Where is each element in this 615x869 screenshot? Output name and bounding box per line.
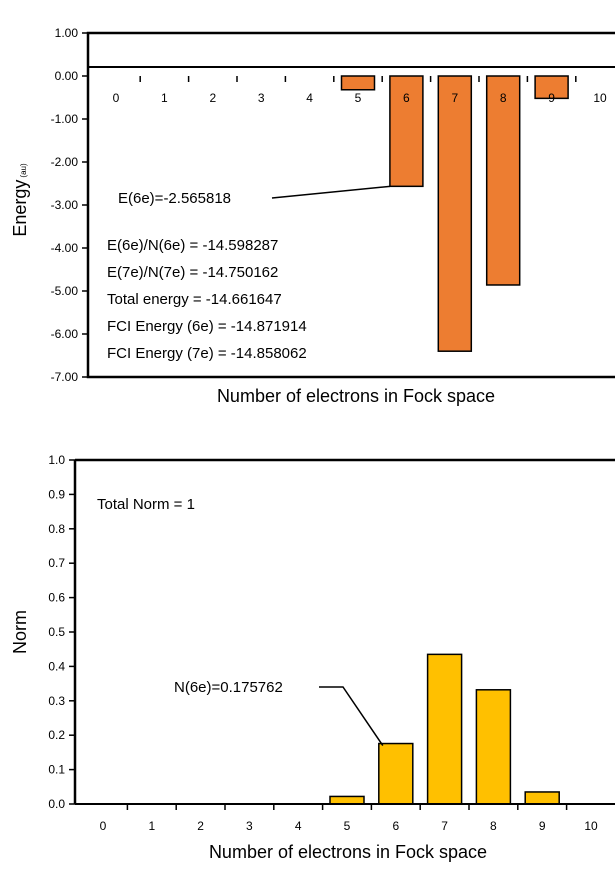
energy-annotation-2: E(7e)/N(7e) = -14.750162 [107,264,278,281]
y-tick-label: 1.00 [55,26,79,40]
energy-y-axis-unit: (au) [19,163,28,178]
energy-y-axis-label: Energy (au) [10,163,30,237]
bar-6 [389,75,424,188]
energy-annotation-5: FCI Energy (7e) = -14.858062 [107,345,307,362]
x-tick-label-4: 4 [306,91,313,105]
y-tick-label: 0.8 [48,522,65,536]
norm-y-axis: 1.0 0.9 0.8 0.7 0.6 0.5 0.4 0.3 0.2 0.1 0.0 [48,453,75,811]
y-tick-label: 1.0 [48,453,65,467]
x-tick-label-3: 3 [246,819,253,833]
x-tick-label-2: 2 [209,91,216,105]
energy-y-axis-title: Energy [10,180,30,237]
norm-chart: 1.0 0.9 0.8 0.7 0.6 0.5 0.4 0.3 0.2 0.1 0.0 0 1 2 3 4 5… [10,453,615,862]
y-tick-label: 0.2 [48,728,65,742]
energy-callout-leader [271,185,390,199]
energy-x-axis-label: Number of electrons in Fock space [217,386,495,406]
energy-bars [340,75,569,352]
energy-annotation-3: Total energy = -14.661647 [107,291,282,308]
y-tick-label: 0.6 [48,591,65,605]
x-tick-label-2: 2 [197,819,204,833]
bar-8 [475,689,512,805]
norm-callout-leader [319,686,384,746]
x-tick-label-5: 5 [344,819,351,833]
x-tick-label-6: 6 [392,819,399,833]
energy-annotation-4: FCI Energy (6e) = -14.871914 [107,318,307,335]
norm-y-axis-label: Norm [10,610,30,654]
norm-annotation-total: Total Norm = 1 [97,496,195,513]
y-tick-label: 0.5 [48,625,65,639]
x-tick-label-0: 0 [113,91,120,105]
y-tick-label: 0.3 [48,694,65,708]
energy-annotation-1: E(6e)/N(6e) = -14.598287 [107,237,278,254]
norm-bars [329,653,560,805]
x-tick-label-10: 10 [584,819,598,833]
x-tick-label-0: 0 [100,819,107,833]
y-tick-label: -3.00 [51,198,79,212]
x-tick-label-8: 8 [500,91,507,105]
y-tick-label: -5.00 [51,284,79,298]
energy-chart: 1.00 0.00 -1.00 -2.00 -3.00 -4.00 -5.00 -6.00 -7… [10,26,615,406]
energy-callout-label: E(6e)=-2.565818 [118,190,231,207]
norm-x-axis: 0 1 2 3 4 5 6 7 8 9 10 [100,804,598,833]
y-tick-label: 0.9 [48,487,65,501]
energy-x-axis: 0 1 2 3 4 5 6 7 8 9 10 [113,76,607,105]
bar-6 [378,742,414,805]
x-tick-label-1: 1 [161,91,168,105]
norm-callout-label: N(6e)=0.175762 [174,679,283,696]
y-tick-label: 0.00 [55,69,79,83]
y-tick-label: -1.00 [51,112,79,126]
energy-y-axis: 1.00 0.00 -1.00 -2.00 -3.00 -4.00 -5.00 -6.00 -7… [51,26,88,384]
bar-9 [534,75,569,100]
y-tick-label: -7.00 [51,370,79,384]
x-tick-label-7: 7 [441,819,448,833]
y-tick-label: 0.7 [48,556,65,570]
x-tick-label-9: 9 [539,819,546,833]
y-tick-label: -4.00 [51,241,79,255]
x-tick-label-9: 9 [548,91,555,105]
x-tick-label-3: 3 [258,91,265,105]
bar-7 [426,653,463,805]
x-tick-label-7: 7 [451,91,458,105]
bar-5 [340,75,376,91]
bar-8 [485,75,521,286]
y-tick-label: 0.4 [48,659,65,673]
x-tick-label-4: 4 [295,819,302,833]
bar-9 [524,791,560,805]
x-tick-label-6: 6 [403,91,410,105]
y-tick-label: 0.1 [48,763,65,777]
bar-7 [437,75,473,352]
y-tick-label: -2.00 [51,155,79,169]
bar-5 [329,795,365,805]
x-tick-label-10: 10 [593,91,607,105]
y-tick-label: 0.0 [48,797,65,811]
x-tick-label-1: 1 [148,819,155,833]
x-tick-label-5: 5 [355,91,362,105]
norm-x-axis-label: Number of electrons in Fock space [209,842,487,862]
y-tick-label: -6.00 [51,327,79,341]
x-tick-label-8: 8 [490,819,497,833]
